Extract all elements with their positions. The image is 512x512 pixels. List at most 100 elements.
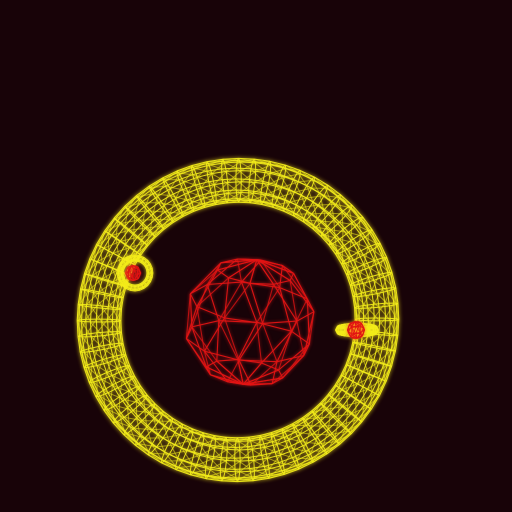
wire-edge <box>108 220 119 234</box>
wire-edge <box>378 305 390 308</box>
wire-edge <box>239 161 242 171</box>
wire-edge <box>339 221 349 233</box>
wire-edge <box>281 468 299 472</box>
wire-edge <box>251 476 269 479</box>
wire-edge <box>84 290 92 308</box>
wire-edge <box>92 265 108 277</box>
wire-edge <box>153 418 165 427</box>
wire-edge <box>105 223 121 233</box>
wire-edge <box>157 434 170 443</box>
wire-edge <box>353 326 357 334</box>
wire-edge <box>318 441 337 445</box>
wire-edge <box>144 404 152 411</box>
wire-edge <box>186 450 201 456</box>
wire-edge <box>203 198 206 206</box>
wire-edge <box>193 168 198 178</box>
wire-edge <box>85 305 98 320</box>
wire-edge <box>369 323 373 326</box>
wire-edge <box>367 345 372 359</box>
wire-edge <box>272 184 277 196</box>
wire-edge <box>120 276 123 282</box>
wire-edge <box>339 248 348 254</box>
wire-edge <box>165 185 183 191</box>
wire-edge <box>389 350 395 367</box>
wire-edge <box>348 251 359 259</box>
wire-edge <box>209 437 214 446</box>
wire-edge <box>98 291 111 295</box>
wire-edge <box>267 160 271 164</box>
wire-edge <box>310 458 314 463</box>
wire-edge <box>375 326 378 328</box>
wire-edge <box>247 446 263 456</box>
wire-edge <box>293 179 302 196</box>
wire-edge <box>325 409 334 418</box>
wire-edge <box>287 447 293 458</box>
wire-edge <box>175 198 181 209</box>
wire-edge <box>206 161 208 164</box>
wire-edge <box>347 367 355 380</box>
wire-edge <box>215 195 217 203</box>
wire-edge <box>363 264 369 278</box>
wire-edge <box>346 213 362 220</box>
wire-edge <box>357 280 362 294</box>
wire-edge <box>89 244 99 260</box>
wire-edge <box>255 170 271 174</box>
wire-edge <box>187 177 198 193</box>
wire-edge <box>193 441 199 453</box>
wire-edge <box>271 195 274 204</box>
wire-edge <box>135 442 149 456</box>
wire-edge <box>107 318 117 321</box>
wire-edge <box>112 241 121 254</box>
wire-edge <box>107 331 111 345</box>
wire-edge <box>305 444 311 455</box>
wire-edge <box>97 252 114 263</box>
wire-edge <box>136 195 138 198</box>
wire-edge <box>303 221 317 228</box>
wire-edge <box>253 158 256 163</box>
wire-edge <box>310 453 327 460</box>
wire-edge <box>283 431 296 438</box>
wire-edge <box>115 220 119 239</box>
wire-edge <box>96 332 100 347</box>
wire-edge <box>256 259 294 274</box>
wire-edge <box>107 319 109 332</box>
wire-edge <box>137 272 142 276</box>
wire-edge <box>128 390 137 402</box>
wire-edge <box>98 346 103 360</box>
wire-edge <box>346 355 359 366</box>
wire-edge <box>336 196 343 212</box>
wire-edge <box>81 275 93 290</box>
wire-edge <box>143 396 146 411</box>
wire-edge <box>363 361 380 372</box>
wire-edge <box>98 281 114 293</box>
wire-edge <box>348 240 352 258</box>
wire-edge <box>371 344 383 348</box>
wire-edge <box>367 347 383 359</box>
wire-edge <box>256 322 263 364</box>
wire-edge <box>296 320 305 356</box>
wire-edge <box>303 211 308 219</box>
wire-edge <box>139 198 147 206</box>
wire-edge <box>124 431 136 446</box>
wire-edge <box>249 168 252 180</box>
wire-edge <box>382 347 392 351</box>
wire-edge <box>341 395 351 407</box>
wire-edge <box>121 354 127 367</box>
wire-edge <box>178 174 193 181</box>
wire-edge <box>270 172 285 178</box>
wire-edge <box>125 365 132 377</box>
wire-edge <box>306 219 323 222</box>
wire-edge <box>114 346 119 360</box>
wire-edge <box>113 217 116 220</box>
wire-edge <box>124 208 129 227</box>
wire-edge <box>221 167 237 170</box>
wire-edge <box>203 351 211 375</box>
wire-edge <box>327 184 338 197</box>
wire-edge <box>329 434 337 442</box>
wire-edge <box>110 223 121 236</box>
wire-edge <box>169 417 173 421</box>
wire-edge <box>348 378 358 385</box>
wire-edge <box>144 410 148 427</box>
wire-edge <box>376 290 388 295</box>
wire-edge <box>327 184 341 196</box>
